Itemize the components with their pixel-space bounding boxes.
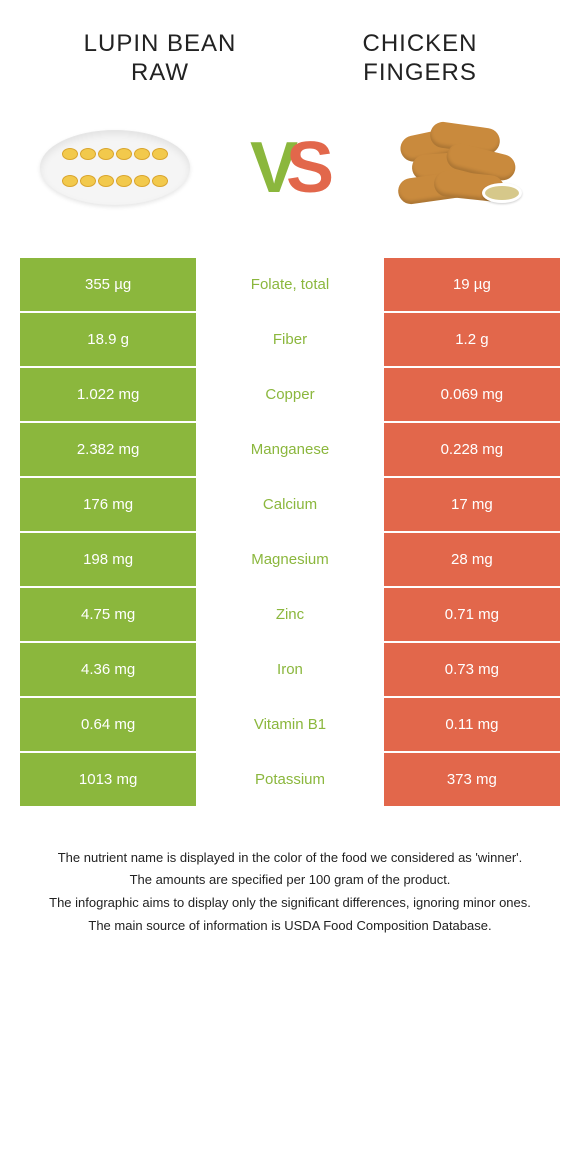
- food-right-title: CHICKEN FINGERS: [320, 30, 520, 88]
- header: LUPIN BEAN RAW CHICKEN FINGERS: [0, 0, 580, 108]
- footnote-line: The amounts are specified per 100 gram o…: [30, 870, 550, 891]
- left-value: 1013 mg: [20, 753, 198, 806]
- left-value: 2.382 mg: [20, 423, 198, 476]
- left-value: 0.64 mg: [20, 698, 198, 751]
- vs-label: V S: [246, 127, 334, 209]
- table-row: 1.022 mgCopper0.069 mg: [20, 368, 560, 423]
- table-row: 4.75 mgZinc0.71 mg: [20, 588, 560, 643]
- left-value: 4.36 mg: [20, 643, 198, 696]
- food-left-title: LUPIN BEAN RAW: [60, 30, 260, 88]
- nutrient-name: Folate, total: [198, 258, 382, 311]
- footnote: The nutrient name is displayed in the co…: [30, 848, 550, 937]
- nutrient-name: Manganese: [198, 423, 382, 476]
- food-right-image: [380, 118, 550, 218]
- left-value: 355 µg: [20, 258, 198, 311]
- table-row: 4.36 mgIron0.73 mg: [20, 643, 560, 698]
- nutrient-table: 355 µgFolate, total19 µg18.9 gFiber1.2 g…: [20, 258, 560, 808]
- chicken-fingers-icon: [390, 123, 540, 213]
- vs-s: S: [286, 127, 330, 209]
- food-right-title-line2: FINGERS: [320, 59, 520, 88]
- right-value: 0.228 mg: [382, 423, 560, 476]
- footnote-line: The main source of information is USDA F…: [30, 916, 550, 937]
- table-row: 0.64 mgVitamin B10.11 mg: [20, 698, 560, 753]
- nutrient-name: Copper: [198, 368, 382, 421]
- footnote-line: The nutrient name is displayed in the co…: [30, 848, 550, 869]
- right-value: 0.73 mg: [382, 643, 560, 696]
- right-value: 373 mg: [382, 753, 560, 806]
- right-value: 28 mg: [382, 533, 560, 586]
- right-value: 0.71 mg: [382, 588, 560, 641]
- table-row: 18.9 gFiber1.2 g: [20, 313, 560, 368]
- nutrient-name: Calcium: [198, 478, 382, 531]
- left-value: 4.75 mg: [20, 588, 198, 641]
- nutrient-name: Fiber: [198, 313, 382, 366]
- nutrient-name: Iron: [198, 643, 382, 696]
- nutrient-name: Magnesium: [198, 533, 382, 586]
- lupin-bean-icon: [40, 130, 190, 205]
- right-value: 19 µg: [382, 258, 560, 311]
- left-value: 176 mg: [20, 478, 198, 531]
- table-row: 2.382 mgManganese0.228 mg: [20, 423, 560, 478]
- left-value: 18.9 g: [20, 313, 198, 366]
- table-row: 1013 mgPotassium373 mg: [20, 753, 560, 808]
- vs-row: V S: [0, 108, 580, 258]
- right-value: 0.11 mg: [382, 698, 560, 751]
- nutrient-name: Zinc: [198, 588, 382, 641]
- left-value: 1.022 mg: [20, 368, 198, 421]
- table-row: 198 mgMagnesium28 mg: [20, 533, 560, 588]
- food-left-title-line2: RAW: [60, 59, 260, 88]
- right-value: 1.2 g: [382, 313, 560, 366]
- table-row: 176 mgCalcium17 mg: [20, 478, 560, 533]
- right-value: 0.069 mg: [382, 368, 560, 421]
- food-right-title-line1: CHICKEN: [320, 30, 520, 59]
- left-value: 198 mg: [20, 533, 198, 586]
- right-value: 17 mg: [382, 478, 560, 531]
- footnote-line: The infographic aims to display only the…: [30, 893, 550, 914]
- food-left-title-line1: LUPIN BEAN: [60, 30, 260, 59]
- food-left-image: [30, 118, 200, 218]
- nutrient-name: Potassium: [198, 753, 382, 806]
- nutrient-name: Vitamin B1: [198, 698, 382, 751]
- table-row: 355 µgFolate, total19 µg: [20, 258, 560, 313]
